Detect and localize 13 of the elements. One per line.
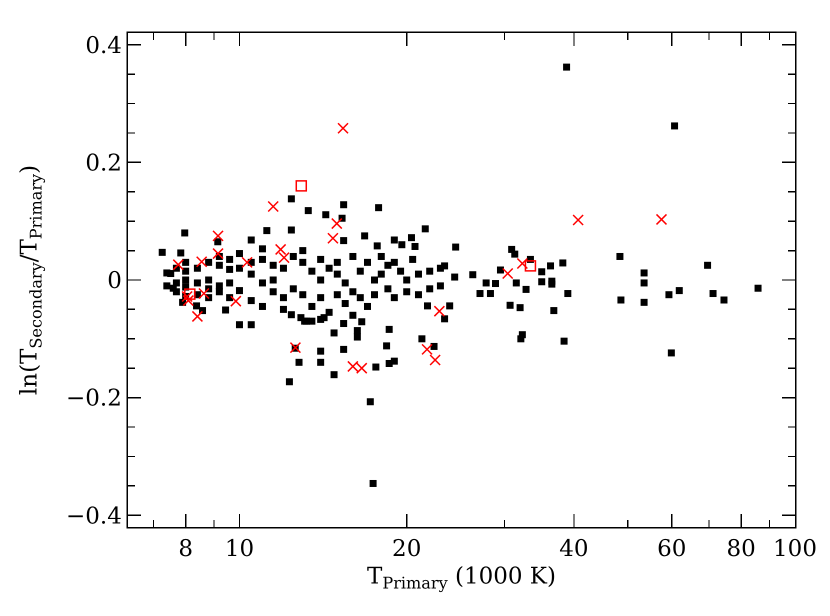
- y-tick-label: 0: [107, 268, 122, 294]
- x-tick-label: 60: [657, 536, 686, 562]
- x-tick-label: 80: [726, 536, 756, 562]
- y-tick-label: 0.2: [85, 150, 122, 176]
- x-axis-title: T$_{Primary}$ (1000 K): [367, 563, 556, 592]
- y-tick-label: 0.4: [85, 32, 122, 59]
- x-tick-label: 8: [178, 536, 193, 562]
- x-tick-label: 40: [559, 536, 589, 562]
- x-tick-label: 20: [392, 536, 422, 562]
- x-tick-label: 10: [224, 536, 254, 562]
- y-tick-label: −0.2: [66, 386, 122, 412]
- x-tick-label: 100: [773, 536, 817, 562]
- y-tick-label: −0.4: [66, 503, 122, 530]
